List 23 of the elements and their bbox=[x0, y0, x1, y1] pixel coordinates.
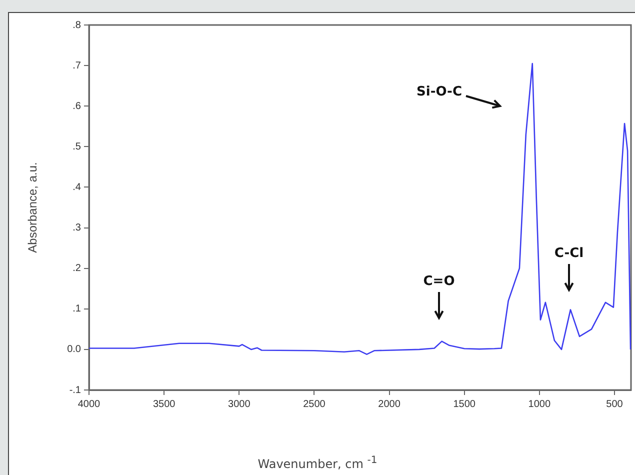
y-tick-label: .2 bbox=[72, 263, 82, 274]
x-tick-label: 1500 bbox=[453, 398, 476, 410]
y-tick-label: .3 bbox=[72, 222, 82, 234]
x-tick-label: 2500 bbox=[303, 398, 326, 410]
x-tick-label: 2000 bbox=[378, 398, 401, 410]
y-axis-title: Absorbance, a.u. bbox=[26, 162, 40, 253]
annotation: Si-O-C bbox=[416, 84, 462, 100]
x-tick-label: 500 bbox=[606, 398, 624, 410]
annotation: C=O bbox=[423, 274, 455, 289]
y-tick-label: .5 bbox=[72, 141, 82, 152]
x-tick-label: 3000 bbox=[228, 398, 251, 410]
x-tick-label: 3500 bbox=[152, 398, 176, 410]
y-tick-label: .6 bbox=[72, 100, 82, 112]
x-tick-label: 4000 bbox=[78, 398, 101, 410]
y-tick-label: .1 bbox=[72, 304, 82, 315]
x-tick-label: 1000 bbox=[528, 398, 551, 410]
y-tick-label: .8 bbox=[72, 20, 82, 31]
x-axis-title: Wavenumber, cm $^{-1}$ bbox=[256, 455, 378, 471]
y-tick-label: -.1 bbox=[69, 384, 82, 396]
y-tick-label: 0.0 bbox=[67, 344, 82, 356]
y-tick-label: .4 bbox=[72, 182, 82, 193]
annotation: C-Cl bbox=[554, 246, 584, 261]
y-tick-label: .7 bbox=[72, 60, 82, 72]
